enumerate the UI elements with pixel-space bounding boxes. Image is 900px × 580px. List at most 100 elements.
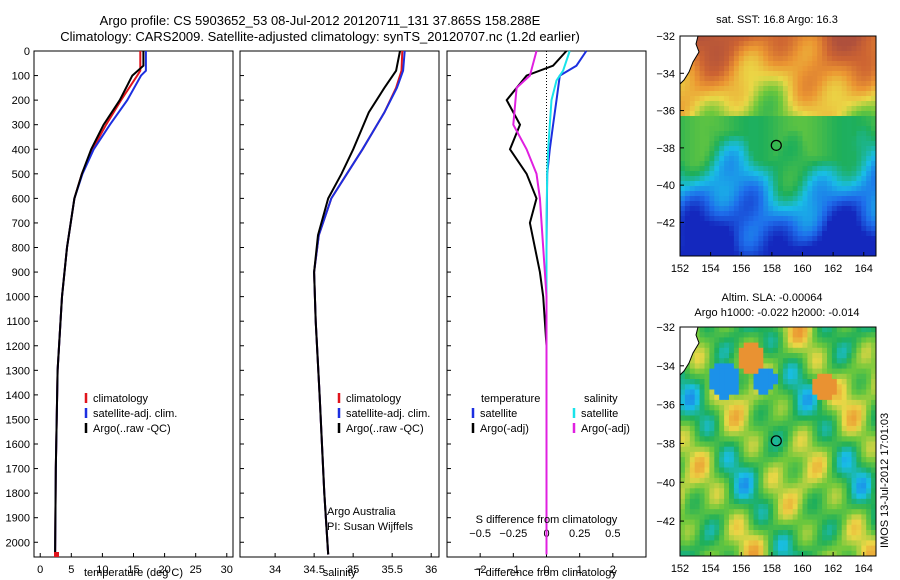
map-cell xyxy=(768,493,774,500)
map-cell xyxy=(851,251,857,256)
map-cell xyxy=(719,363,725,370)
map-cell xyxy=(792,514,799,521)
map-cell xyxy=(724,176,730,182)
map-cell xyxy=(694,216,701,222)
map-cell xyxy=(851,36,857,42)
map-cell xyxy=(827,462,833,469)
map-cell xyxy=(689,96,696,102)
map-cell xyxy=(856,498,862,505)
map-cell xyxy=(763,251,769,256)
map-cell xyxy=(807,535,813,541)
map-cell xyxy=(714,71,720,77)
map-cell xyxy=(812,363,818,370)
depth-tick-label: 600 xyxy=(12,193,30,205)
map-cell xyxy=(704,509,710,515)
map-cell xyxy=(729,241,735,247)
map-cell xyxy=(738,332,745,338)
map-cell xyxy=(758,389,764,396)
map-cell xyxy=(719,472,725,479)
map-cell xyxy=(719,86,725,92)
map-cell xyxy=(680,156,686,162)
map-cell xyxy=(778,368,784,375)
map-cell xyxy=(719,91,725,97)
map-cell xyxy=(871,405,876,411)
map-cell xyxy=(753,540,759,547)
map-cell xyxy=(753,36,759,42)
map-cell xyxy=(787,171,794,177)
map-cell xyxy=(704,161,710,167)
map-cell xyxy=(753,446,759,453)
map-cell xyxy=(684,399,691,406)
map-cell xyxy=(787,332,794,338)
map-cell xyxy=(866,41,872,47)
map-cell xyxy=(768,76,774,82)
map-cell xyxy=(812,347,818,354)
map-cell xyxy=(802,337,808,344)
map-cell xyxy=(787,141,794,147)
map-cell xyxy=(817,66,823,72)
map-cell xyxy=(802,415,808,422)
map-cell xyxy=(743,477,750,484)
map-cell xyxy=(807,181,813,187)
map-cell xyxy=(861,524,867,531)
map-cell xyxy=(822,236,828,242)
map-cell xyxy=(699,451,706,458)
map-cell xyxy=(856,81,862,87)
map-cell xyxy=(724,353,730,359)
map-cell xyxy=(704,86,710,92)
map-cell xyxy=(782,216,789,222)
map-cell xyxy=(704,446,710,453)
map-cell xyxy=(831,519,838,526)
map-cell xyxy=(699,524,706,531)
map-cell xyxy=(773,46,779,52)
map-cell xyxy=(738,111,745,117)
map-cell xyxy=(694,186,701,192)
map-cell xyxy=(699,86,706,92)
map-cell xyxy=(680,101,686,107)
map-cell xyxy=(871,425,876,432)
map-cell xyxy=(831,332,838,338)
map-cell xyxy=(866,530,872,536)
map-cell xyxy=(841,211,848,217)
map-cell xyxy=(846,514,853,521)
map-cell xyxy=(758,116,764,122)
map-cell xyxy=(753,171,759,177)
map-cell xyxy=(768,368,774,375)
map-cell xyxy=(812,221,818,227)
map-cell xyxy=(802,488,808,495)
map-cell xyxy=(733,146,740,152)
map-cell xyxy=(719,509,725,515)
map-cell xyxy=(812,146,818,152)
map-cell xyxy=(871,462,876,469)
map-cell xyxy=(738,451,745,458)
map-cell xyxy=(753,236,759,242)
map-cell xyxy=(782,156,789,162)
map-cell xyxy=(768,101,774,107)
map-cell xyxy=(768,66,774,72)
map-cell xyxy=(846,509,853,515)
map-cell xyxy=(743,519,750,526)
map-cell xyxy=(836,358,843,364)
map-cell xyxy=(836,246,843,252)
map-cell xyxy=(807,358,813,364)
map-cell xyxy=(792,51,799,57)
map-cell xyxy=(807,509,813,515)
map-cell xyxy=(812,379,818,385)
map-cell xyxy=(699,504,706,510)
map-cell xyxy=(871,221,876,227)
map-cell xyxy=(836,379,843,385)
map-cell xyxy=(866,181,872,187)
map-cell xyxy=(748,216,755,222)
map-cell xyxy=(871,431,876,437)
map-cell xyxy=(866,131,872,137)
map-cell xyxy=(836,141,843,147)
map-cell xyxy=(689,441,696,448)
map-cell xyxy=(817,425,823,432)
map-cell xyxy=(724,211,730,217)
map-cell xyxy=(866,389,872,396)
map-cell xyxy=(866,394,872,401)
map-cell xyxy=(792,86,799,92)
map-cell xyxy=(836,415,843,422)
map-cell xyxy=(748,106,755,112)
